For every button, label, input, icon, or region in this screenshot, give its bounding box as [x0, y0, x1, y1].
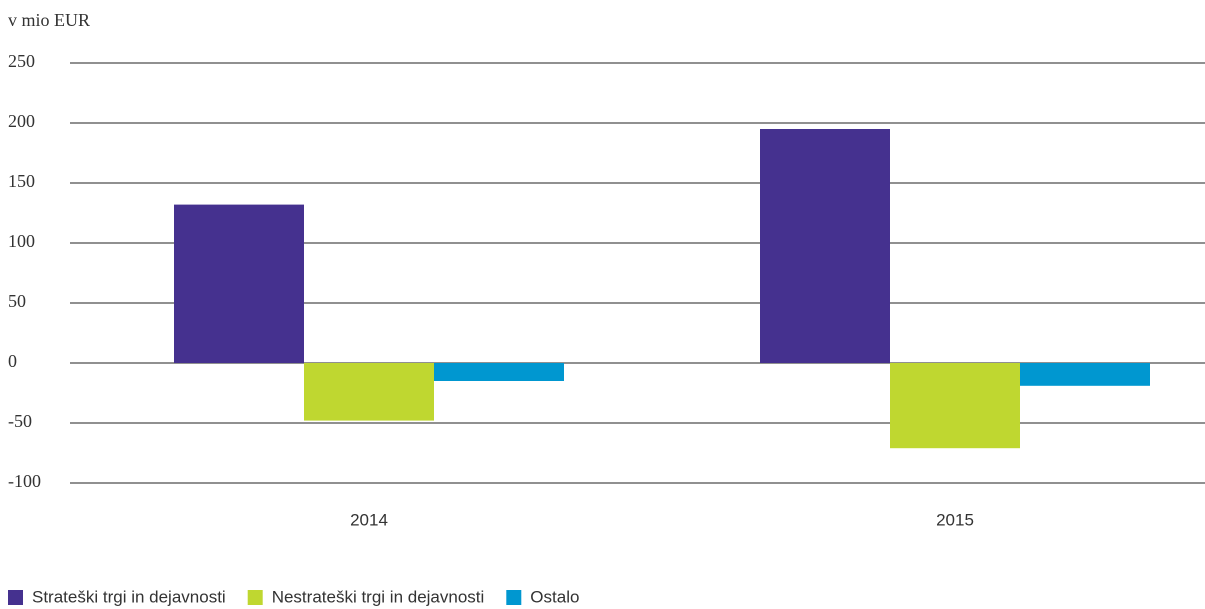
y-tick-label: 150	[8, 171, 35, 191]
x-tick-label: 2014	[350, 510, 388, 529]
legend-swatch	[8, 590, 23, 605]
legend-label: Strateški trgi in dejavnosti	[32, 587, 226, 606]
legend-label: Ostalo	[530, 587, 579, 606]
y-tick-label: -50	[8, 411, 32, 431]
bar	[434, 363, 564, 381]
bar	[174, 204, 304, 363]
bar	[304, 363, 434, 421]
y-tick-label: 50	[8, 291, 26, 311]
y-tick-label: -100	[8, 471, 41, 491]
y-tick-label: 250	[8, 51, 35, 71]
legend-swatch	[247, 590, 263, 605]
y-tick-label: 200	[8, 111, 35, 131]
legend-label: Nestrateški trgi in dejavnosti	[272, 587, 485, 606]
bar	[1020, 363, 1150, 386]
y-tick-label: 100	[8, 231, 35, 251]
x-tick-label: 2015	[936, 510, 974, 529]
y-axis-label: v mio EUR	[8, 10, 90, 30]
bar	[760, 129, 890, 363]
bar	[890, 363, 1020, 449]
legend-swatch	[506, 590, 522, 605]
y-tick-label: 0	[8, 351, 17, 371]
